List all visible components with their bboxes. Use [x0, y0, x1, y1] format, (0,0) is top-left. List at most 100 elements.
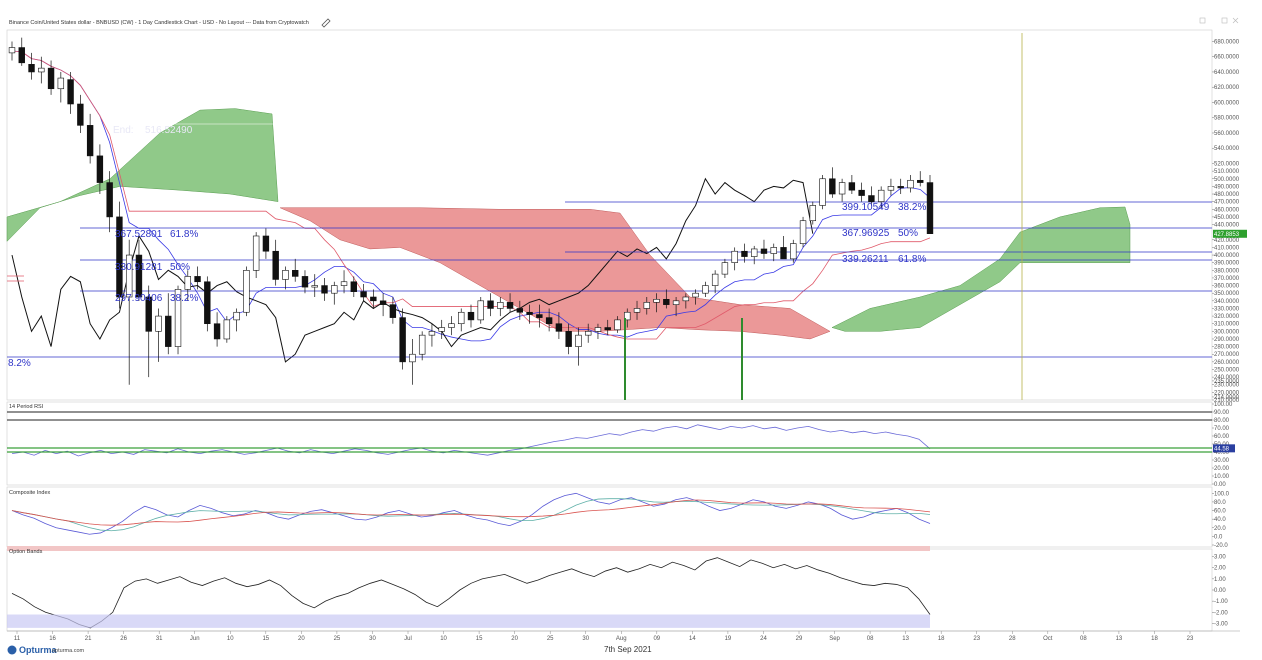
candle-body	[711, 273, 719, 286]
fib-left-value-618: 367.52801	[115, 229, 163, 240]
time-tick-label: 10	[227, 636, 234, 642]
time-tick-label: 29	[796, 636, 803, 642]
maximize-icon[interactable]	[1221, 17, 1228, 24]
price-tick-label: 320.0000	[1214, 314, 1240, 320]
price-tick-label: 520.0000	[1214, 162, 1240, 168]
price-tick-label: 620.0000	[1214, 85, 1240, 91]
time-tick-label: 11	[14, 636, 21, 642]
candle-body	[311, 285, 318, 288]
price-tick-label: 400.0000	[1214, 253, 1240, 259]
candle-body	[594, 327, 602, 332]
footer: Opturma opturma.com 7th Sep 2021	[7, 645, 652, 655]
price-tick-label: 350.0000	[1214, 291, 1240, 297]
candle-body	[858, 189, 865, 196]
candle-body	[545, 317, 553, 325]
candle-body	[233, 311, 240, 321]
candle-body	[321, 285, 328, 294]
price-tick-label: 540.0000	[1214, 146, 1240, 152]
candlesticks	[8, 37, 934, 385]
fib-right-value-618: 339.26211	[842, 254, 889, 265]
sub-tick-label: 0.00	[1214, 482, 1226, 488]
candle-body	[536, 314, 543, 318]
candle-body	[184, 276, 191, 290]
time-tick-label: 18	[1151, 636, 1158, 642]
price-tick-label: 330.0000	[1214, 306, 1240, 312]
time-tick-label: 31	[156, 636, 163, 642]
close-icon[interactable]	[1232, 17, 1239, 24]
candle-body	[624, 311, 631, 321]
candle-body	[77, 103, 84, 126]
candle-body	[731, 250, 738, 263]
tenkan-line	[11, 50, 931, 342]
time-tick-label: 20	[298, 636, 305, 642]
sub-tick-label: 100.0	[1214, 491, 1230, 497]
candle-body	[672, 300, 680, 305]
time-tick-label: 14	[689, 636, 696, 642]
time-tick-label: 30	[369, 636, 376, 642]
candle-body	[204, 281, 211, 325]
logo-site: opturma.com	[52, 648, 85, 654]
candle-body	[868, 195, 875, 202]
time-axis: 11 16 21 26 31 Jun 10 15 20 25 30 Jul 10 15 20 25 30 Aug 0…	[14, 631, 1194, 642]
time-tick-label: 09	[653, 636, 660, 642]
candle-body	[67, 79, 74, 105]
candle-body	[57, 77, 65, 90]
time-tick-label: 21	[85, 636, 92, 642]
price-tick-label: 260.0000	[1214, 360, 1240, 366]
candle-body	[760, 248, 768, 254]
candle-body	[614, 319, 621, 331]
fib-left-value-382: 297.90406	[115, 293, 163, 304]
candle-body	[565, 331, 572, 347]
composite-panel: 100.0 80.0 60.0 40.0 20.0 0.0 -20.0	[7, 491, 1230, 551]
sub-tick-label: 10.00	[1214, 474, 1230, 480]
price-tick-label: 680.0000	[1214, 39, 1240, 45]
candle-body	[340, 281, 348, 286]
sub-tick-label: 0.0	[1214, 534, 1223, 540]
ichimoku-cloud	[6, 108, 1131, 340]
price-tick-label: 450.0000	[1214, 215, 1240, 221]
settings-icon[interactable]	[1199, 17, 1206, 24]
price-tick-label: 310.0000	[1214, 322, 1240, 328]
candle-body	[96, 155, 104, 183]
candle-body	[252, 235, 260, 271]
time-tick-label: 30	[582, 636, 589, 642]
fib-right-label-618: 61.8%	[898, 254, 926, 265]
candle-body	[370, 296, 377, 302]
price-tick-label: 290.0000	[1214, 337, 1240, 343]
candle-body	[838, 182, 846, 195]
candle-body	[575, 334, 582, 347]
candle-body	[399, 317, 406, 363]
price-tick-label: 370.0000	[1214, 276, 1240, 282]
option-bands-panel: 3.00 2.00 1.00 0.00 -1.00 -2.00 -3.00	[7, 555, 1228, 629]
candle-body	[692, 292, 699, 298]
window-controls	[1199, 17, 1239, 24]
sub-tick-label: 3.00	[1214, 555, 1226, 561]
candle-body	[379, 300, 387, 305]
fib-left-label-382: 38.2%	[170, 293, 198, 304]
composite-band	[7, 546, 930, 551]
sub-tick-label: -2.00	[1214, 610, 1228, 616]
fib-right-label-50: 50%	[898, 228, 918, 239]
price-tick-label: 580.0000	[1214, 116, 1240, 122]
price-tick-label: 380.0000	[1214, 268, 1240, 274]
rsi-last-label: 44.58	[1214, 446, 1230, 452]
candle-body	[848, 182, 856, 191]
candle-body	[702, 285, 709, 294]
candle-body	[604, 327, 611, 331]
candle-body	[125, 254, 133, 298]
candle-body	[516, 308, 524, 313]
candle-body	[877, 189, 885, 202]
price-panel-frame	[6, 29, 1213, 401]
last-price-label: 427.8853	[1214, 232, 1240, 238]
price-tick-label: 390.0000	[1214, 261, 1240, 267]
logo-icon	[7, 645, 17, 655]
candle-body	[829, 178, 836, 195]
fib-right-label-382: 38.2%	[898, 202, 926, 213]
price-tick-label: 460.0000	[1214, 207, 1240, 213]
price-tick-label: 240.0000	[1214, 375, 1240, 381]
candle-body	[555, 323, 563, 332]
edit-title-icon[interactable]	[321, 18, 331, 28]
time-tick-label: Oct	[1043, 636, 1053, 642]
time-tick-label: 23	[1187, 636, 1194, 642]
